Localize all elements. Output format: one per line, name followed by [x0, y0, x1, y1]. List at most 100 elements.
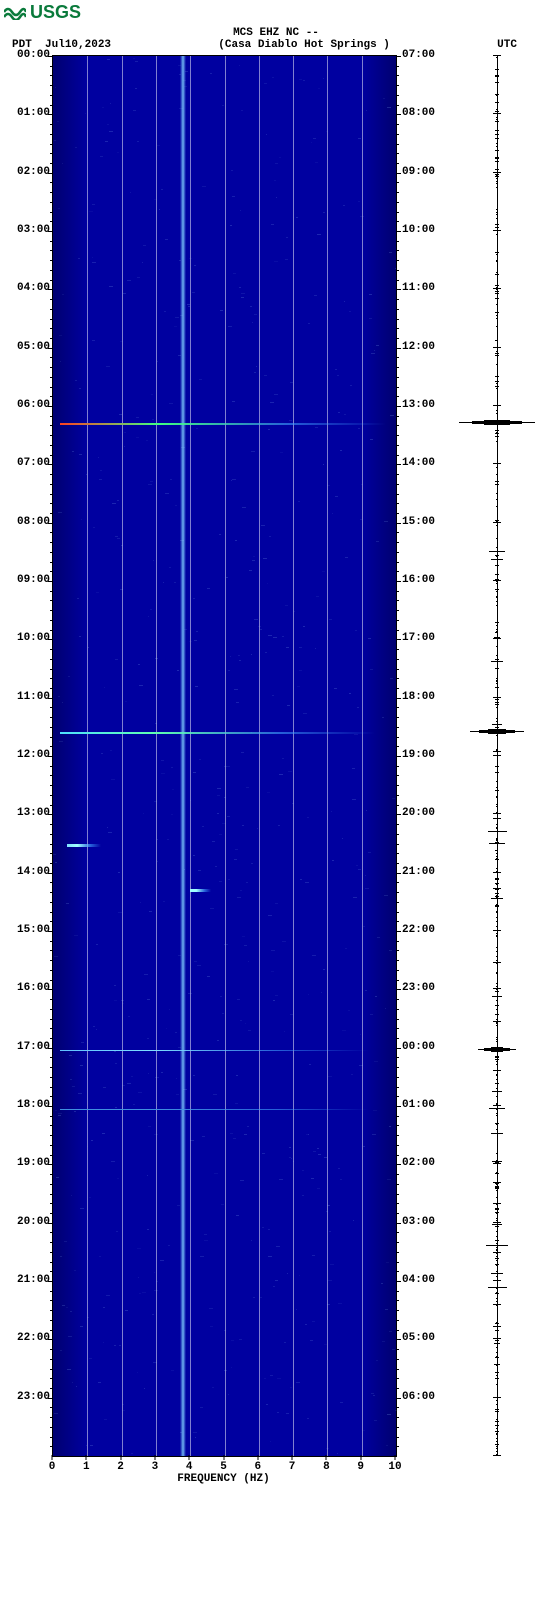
- gridline-vertical: [190, 56, 191, 1456]
- y-left-label: 18:00: [4, 1099, 50, 1111]
- y-right-label: 07:00: [402, 49, 452, 61]
- x-axis-title: FREQUENCY (HZ): [177, 1473, 269, 1485]
- seismic-event: [60, 1050, 369, 1051]
- seismic-event: [67, 844, 101, 847]
- chart-subtitle: PDT Jul10,2023 (Casa Diablo Hot Springs …: [0, 39, 552, 55]
- x-tick-label: 1: [83, 1461, 90, 1473]
- y-right-label: 11:00: [402, 282, 452, 294]
- persistent-band: [180, 56, 186, 1456]
- y-right-label: 19:00: [402, 749, 452, 761]
- x-tick-label: 5: [220, 1461, 227, 1473]
- y-right-label: 09:00: [402, 166, 452, 178]
- seismo-spike: [489, 843, 504, 844]
- date: Jul10,2023: [45, 39, 111, 51]
- x-tick-label: 0: [49, 1461, 56, 1473]
- y-left-label: 04:00: [4, 282, 50, 294]
- wave-icon: [4, 6, 26, 20]
- y-right-label: 06:00: [402, 1391, 452, 1403]
- y-left-label: 10:00: [4, 632, 50, 644]
- seismo-spike: [493, 818, 501, 819]
- seismo-spike: [493, 1070, 501, 1071]
- seismo-spike: [494, 1343, 500, 1344]
- y-right-label: 00:00: [402, 1041, 452, 1053]
- y-right-label: 10:00: [402, 224, 452, 236]
- seismo-spike: [488, 831, 507, 832]
- y-right-label: 02:00: [402, 1157, 452, 1169]
- spectrogram: [52, 55, 397, 1457]
- seismo-spike: [486, 1245, 509, 1246]
- gridline-vertical: [87, 56, 88, 1456]
- seismo-spike: [492, 996, 501, 997]
- x-tick-label: 7: [289, 1461, 296, 1473]
- x-tick-label: 10: [388, 1461, 401, 1473]
- y-left-label: 23:00: [4, 1391, 50, 1403]
- y-right-label: 04:00: [402, 1274, 452, 1286]
- seismic-event: [60, 423, 386, 425]
- y-left-label: 13:00: [4, 807, 50, 819]
- y-left-label: 19:00: [4, 1157, 50, 1169]
- seismogram: [457, 55, 537, 1455]
- y-left-label: 20:00: [4, 1216, 50, 1228]
- y-left-label: 09:00: [4, 574, 50, 586]
- gridline-vertical: [259, 56, 260, 1456]
- chart-title: MCS EHZ NC --: [0, 25, 552, 39]
- seismo-spike: [491, 661, 502, 662]
- y-right-label: 23:00: [402, 982, 452, 994]
- y-left-label: 14:00: [4, 866, 50, 878]
- station-name: (Casa Diablo Hot Springs ): [218, 39, 390, 51]
- y-left-label: 08:00: [4, 516, 50, 528]
- seismo-spike: [491, 559, 502, 560]
- y-left-label: 17:00: [4, 1041, 50, 1053]
- y-left-label: 00:00: [4, 49, 50, 61]
- y-left-label: 12:00: [4, 749, 50, 761]
- y-left-label: 22:00: [4, 1332, 50, 1344]
- seismo-spike: [489, 551, 504, 552]
- y-left-label: 06:00: [4, 399, 50, 411]
- x-tick-label: 6: [254, 1461, 261, 1473]
- y-right-label: 05:00: [402, 1332, 452, 1344]
- x-tick-label: 8: [323, 1461, 330, 1473]
- y-right-label: 13:00: [402, 399, 452, 411]
- y-right-label: 21:00: [402, 866, 452, 878]
- y-right-label: 15:00: [402, 516, 452, 528]
- y-right-label: 20:00: [402, 807, 452, 819]
- y-right-label: 14:00: [402, 457, 452, 469]
- y-right-label: 01:00: [402, 1099, 452, 1111]
- y-right-label: 17:00: [402, 632, 452, 644]
- chart-area: 00:0001:0002:0003:0004:0005:0006:0007:00…: [52, 55, 542, 1485]
- y-right-label: 22:00: [402, 924, 452, 936]
- x-tick-label: 4: [186, 1461, 193, 1473]
- seismic-event: [60, 732, 376, 734]
- y-right-label: 18:00: [402, 691, 452, 703]
- y-left-label: 03:00: [4, 224, 50, 236]
- x-tick-label: 9: [357, 1461, 364, 1473]
- y-right-label: 03:00: [402, 1216, 452, 1228]
- y-left-label: 15:00: [4, 924, 50, 936]
- x-tick-label: 3: [152, 1461, 159, 1473]
- y-left-label: 01:00: [4, 107, 50, 119]
- y-left-label: 16:00: [4, 982, 50, 994]
- y-axis-left: 00:0001:0002:0003:0004:0005:0006:0007:00…: [4, 55, 50, 1455]
- seismo-spike: [491, 1133, 502, 1134]
- usgs-logo: USGS: [0, 0, 552, 25]
- seismo-spike: [492, 1091, 501, 1092]
- x-tick-label: 2: [117, 1461, 124, 1473]
- y-left-label: 11:00: [4, 691, 50, 703]
- gridline-vertical: [362, 56, 363, 1456]
- gridline-vertical: [225, 56, 226, 1456]
- seismic-event: [190, 889, 211, 892]
- gridline-vertical: [293, 56, 294, 1456]
- tz-right: UTC: [497, 39, 517, 51]
- y-right-label: 08:00: [402, 107, 452, 119]
- y-left-label: 02:00: [4, 166, 50, 178]
- seismo-spike: [492, 724, 501, 725]
- y-left-label: 07:00: [4, 457, 50, 469]
- seismic-event: [60, 1109, 369, 1110]
- gridline-vertical: [327, 56, 328, 1456]
- y-left-label: 05:00: [4, 341, 50, 353]
- seismo-spike: [491, 1273, 502, 1274]
- gridline-vertical: [122, 56, 123, 1456]
- logo-text: USGS: [30, 2, 81, 23]
- y-left-label: 21:00: [4, 1274, 50, 1286]
- seismo-spike: [492, 1224, 501, 1225]
